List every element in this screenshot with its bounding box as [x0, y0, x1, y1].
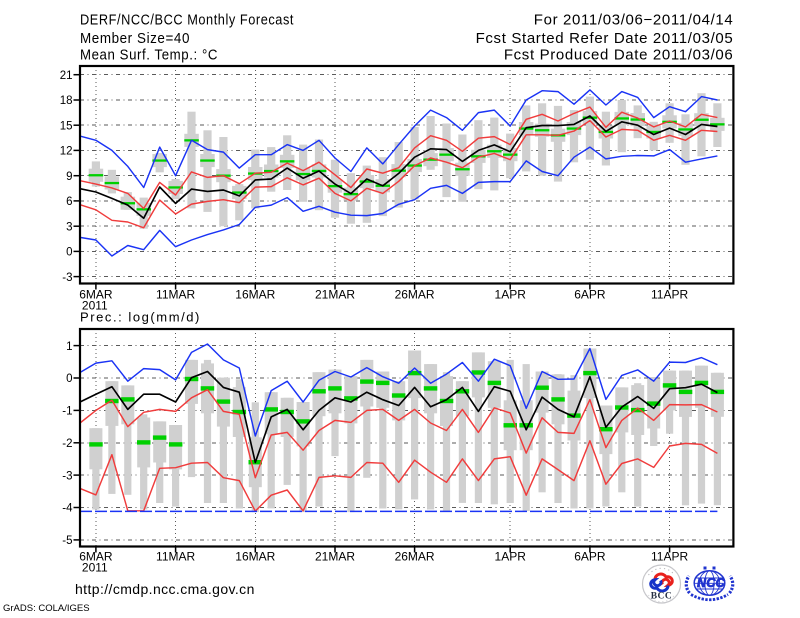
svg-text:2011: 2011 [82, 299, 108, 313]
svg-text:6APR: 6APR [574, 549, 606, 563]
svg-text:GrADS: COLA/IGES: GrADS: COLA/IGES [3, 603, 90, 614]
svg-text:9: 9 [66, 171, 72, 183]
svg-text:11MAR: 11MAR [156, 287, 195, 301]
svg-text:-3: -3 [62, 272, 72, 284]
svg-text:-4: -4 [62, 503, 73, 515]
svg-text:For 2011/03/06−2011/04/14: For 2011/03/06−2011/04/14 [534, 12, 734, 29]
svg-text:11APR: 11APR [651, 549, 688, 563]
svg-text:6APR: 6APR [574, 287, 606, 301]
svg-text:21MAR: 21MAR [315, 549, 355, 563]
svg-text:3: 3 [66, 221, 72, 233]
svg-text:BCC: BCC [651, 592, 673, 602]
svg-text:2011: 2011 [82, 561, 108, 575]
svg-text:6MAR: 6MAR [79, 287, 113, 301]
svg-text:12: 12 [60, 146, 73, 158]
svg-text:-1: -1 [62, 406, 72, 418]
svg-text:16MAR: 16MAR [235, 287, 275, 301]
svg-text:26MAR: 26MAR [395, 549, 435, 563]
svg-text:21MAR: 21MAR [315, 287, 355, 301]
svg-text:0: 0 [66, 247, 72, 259]
svg-text:1APR: 1APR [495, 287, 527, 301]
svg-text:DERF/NCC/BCC Monthly Forecast: DERF/NCC/BCC Monthly Forecast [80, 12, 294, 29]
svg-text:15: 15 [60, 120, 73, 132]
svg-text:-5: -5 [62, 535, 72, 547]
svg-text:Fcst Produced Date 2011/03/06: Fcst Produced Date 2011/03/06 [504, 47, 734, 64]
svg-text:16MAR: 16MAR [235, 549, 275, 563]
svg-text:1APR: 1APR [495, 549, 527, 563]
svg-text:Fcst Started Refer Date 2011/0: Fcst Started Refer Date 2011/03/05 [476, 30, 734, 47]
svg-text:6: 6 [66, 196, 72, 208]
svg-text:http://cmdp.ncc.cma.gov.cn: http://cmdp.ncc.cma.gov.cn [75, 581, 255, 597]
svg-text:-2: -2 [62, 438, 72, 450]
svg-text:11MAR: 11MAR [156, 549, 195, 563]
svg-text:-3: -3 [62, 470, 72, 482]
svg-text:0: 0 [66, 373, 72, 385]
svg-text:Prec.: log(mm/d): Prec.: log(mm/d) [80, 309, 200, 324]
svg-text:18: 18 [60, 95, 73, 107]
svg-text:26MAR: 26MAR [395, 287, 435, 301]
svg-text:Member Size=40: Member Size=40 [80, 30, 190, 47]
svg-text:Mean Surf. Temp.: °C: Mean Surf. Temp.: °C [80, 47, 218, 64]
svg-text:11APR: 11APR [651, 287, 688, 301]
svg-text:1: 1 [66, 341, 72, 353]
svg-text:NCC: NCC [697, 576, 726, 590]
svg-text:21: 21 [60, 70, 73, 82]
svg-text:6MAR: 6MAR [79, 549, 113, 563]
